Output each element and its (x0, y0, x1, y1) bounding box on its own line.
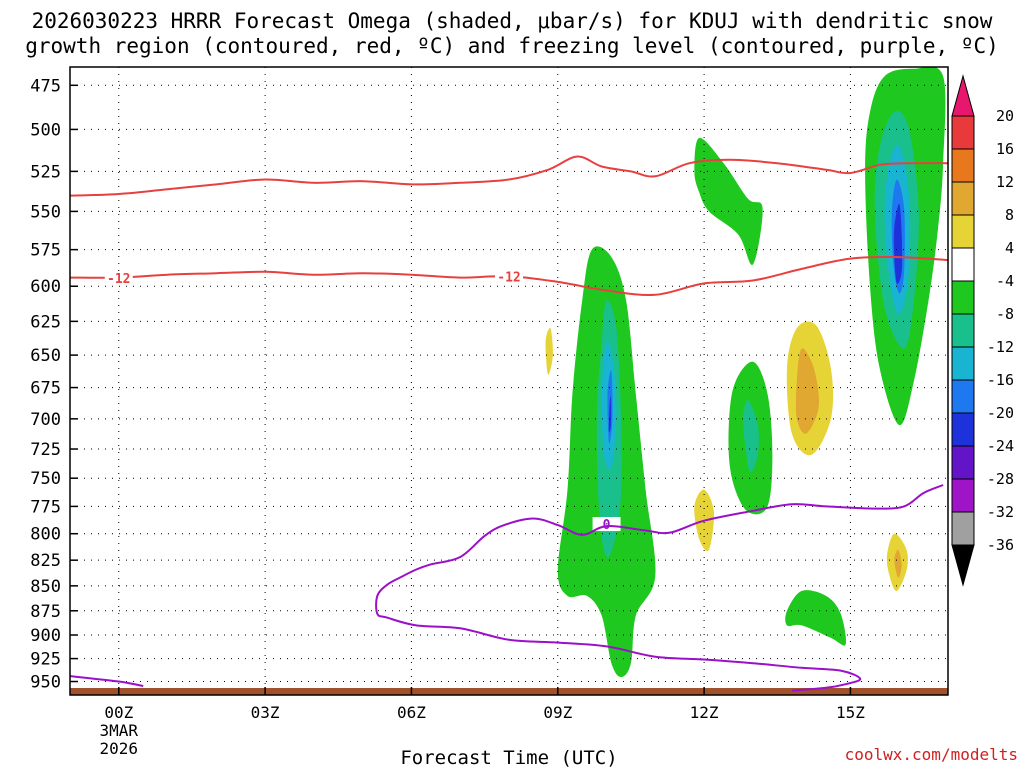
omega-blob-darkblue-main (608, 395, 612, 433)
y-tick-label-925: 925 (30, 650, 61, 670)
y-tick-label-900: 900 (30, 626, 61, 646)
omega-blob-yellow-720 (384, 407, 427, 488)
colorbar-segment-0 (951, 115, 975, 150)
x-axis-label: Forecast Time (UTC) (400, 747, 617, 768)
y-tick-label-650: 650 (30, 346, 61, 366)
omega-blob-yellow-top-left (103, 67, 180, 240)
y-tick-label-475: 475 (30, 76, 61, 96)
colorbar-label-8: -16 (987, 371, 1014, 389)
colorbar-segment-6 (951, 313, 975, 348)
colorbar-segment-5 (951, 280, 975, 315)
omega-blob-orange-820 (894, 549, 902, 578)
x-tick-sublabel-date: 3MAR (100, 721, 139, 740)
colorbar-segment-11 (951, 478, 975, 513)
y-tick-label-950: 950 (30, 673, 61, 693)
colorbar-segment-10 (951, 445, 975, 480)
y-tick-label-725: 725 (30, 440, 61, 460)
colorbar-segment-7 (951, 346, 975, 381)
y-tick-label-500: 500 (30, 120, 61, 140)
colorbar-label-1: 16 (996, 140, 1014, 158)
y-tick-label-875: 875 (30, 602, 61, 622)
contour-label-bg--12C-0 (104, 271, 133, 286)
colorbar-label-0: 20 (996, 107, 1014, 125)
colorbar-label-4: 4 (1005, 239, 1014, 257)
surface-terrain (70, 688, 948, 695)
colorbar-segment-9 (951, 412, 975, 447)
y-tick-label-850: 850 (30, 577, 61, 597)
y-tick-label-700: 700 (30, 410, 61, 430)
x-tick-label-15Z: 15Z (836, 703, 865, 722)
colorbar-label-13: -36 (987, 536, 1014, 554)
colorbar-label-9: -20 (987, 404, 1014, 422)
contour-label--12C-0: -12 (107, 272, 130, 287)
chart-title-line1: 2026030223 HRRR Forecast Omega (shaded, … (32, 9, 993, 33)
colorbar-label-3: 8 (1005, 206, 1014, 224)
colorbar-label-11: -28 (987, 470, 1014, 488)
omega-blob-orange-680 (795, 348, 819, 434)
omega-blob-yellow-850 (301, 556, 358, 609)
y-axis: 475 500 525 550 575 600 625 650 675 700 725 750 775 8… (30, 76, 78, 693)
omega-blob-green-520 (694, 137, 763, 266)
colorbar-arrow-top (951, 74, 975, 117)
y-tick-label-625: 625 (30, 312, 61, 332)
colorbar: 20 16 12 8 4 -4 -8 -12 -16 -20 -24 -28 -32 -36 (951, 74, 1014, 587)
chart-title-line2: growth region (contoured, red, ºC) and f… (25, 34, 999, 58)
colorbar-segment-12 (951, 511, 975, 546)
y-tick-label-525: 525 (30, 162, 61, 182)
omega-blob-yellow-900 (167, 625, 232, 648)
colorbar-label-2: 12 (996, 173, 1014, 191)
colorbar-label-5: -4 (996, 272, 1014, 290)
colorbar-label-12: -32 (987, 503, 1014, 521)
colorbar-label-6: -8 (996, 305, 1014, 323)
contour-0C (70, 675, 144, 687)
colorbar-segment-8 (951, 379, 975, 414)
x-tick-label-06Z: 06Z (397, 703, 426, 722)
y-tick-label-775: 775 (30, 497, 61, 517)
contour-label-bg--12C-1 (495, 269, 523, 284)
omega-blob-orange-650 (545, 327, 553, 375)
colorbar-label-7: -12 (987, 338, 1014, 356)
colorbar-segment-1 (951, 148, 975, 183)
x-tick-label-03Z: 03Z (251, 703, 280, 722)
omega-blob-yellow-760 (483, 434, 520, 557)
y-tick-label-550: 550 (30, 202, 61, 222)
y-tick-label-750: 750 (30, 469, 61, 489)
plot-frame (69, 66, 949, 696)
colorbar-arrow-bottom (951, 544, 975, 587)
omega-shading (103, 67, 946, 678)
y-tick-label-825: 825 (30, 551, 61, 571)
colorbar-label-10: -24 (987, 437, 1014, 455)
contour--18C (70, 155, 948, 197)
omega-blob-green-870 (785, 590, 847, 646)
credit-text: coolwx.com/modelts (845, 745, 1018, 764)
colorbar-segment-3 (951, 214, 975, 249)
omega-blob-yellow-900-small (647, 605, 663, 650)
y-tick-label-575: 575 (30, 241, 61, 261)
y-tick-label-600: 600 (30, 277, 61, 297)
omega-blob-yellow-650 (531, 288, 559, 436)
x-tick-label-09Z: 09Z (543, 703, 572, 722)
y-tick-label-800: 800 (30, 525, 61, 545)
omega-blob-yellow-780 (669, 442, 763, 587)
x-tick-label-00Z: 00Z (104, 703, 133, 722)
colorbar-segment-2 (951, 181, 975, 216)
omega-blob-teal-700 (743, 400, 759, 473)
x-tick-sublabel-year: 2026 (100, 739, 139, 758)
colorbar-segment-4 (951, 247, 975, 282)
x-tick-label-12Z: 12Z (690, 703, 719, 722)
temperature-contours: -12 -120 (70, 155, 948, 692)
contour-label--12C-1: -12 (497, 271, 520, 286)
omega-blob-darkblue-right (893, 203, 903, 284)
y-tick-label-675: 675 (30, 379, 61, 399)
contour-0C-main (375, 484, 944, 692)
